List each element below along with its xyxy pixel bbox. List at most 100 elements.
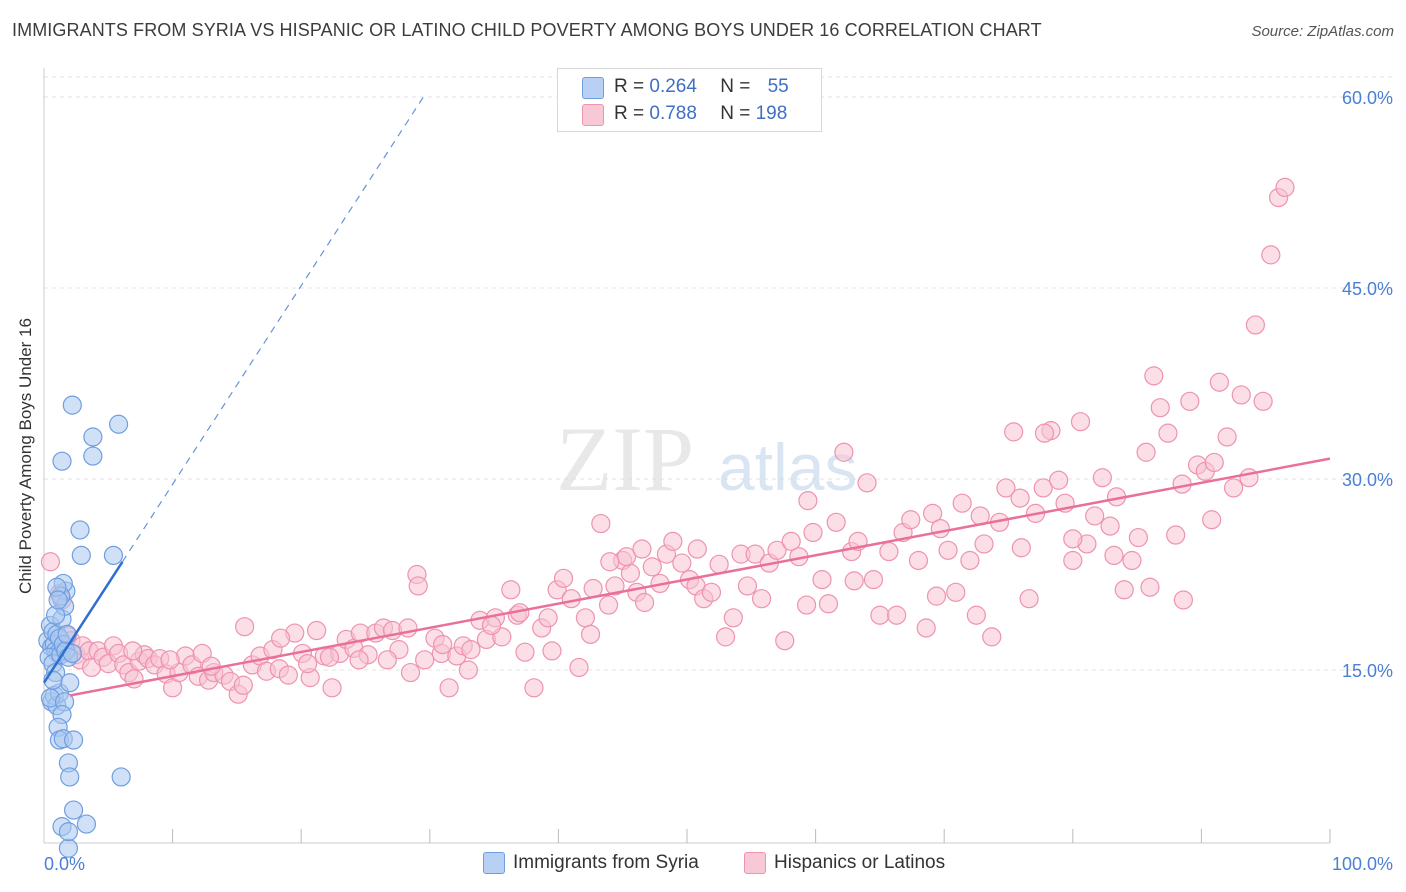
- data-point-hispanics: [1180, 391, 1200, 411]
- legend-r-label: R =: [614, 103, 650, 124]
- legend-swatch-pink: [744, 852, 766, 874]
- data-point-hispanics: [1063, 550, 1083, 571]
- data-point-hispanics: [1114, 580, 1134, 600]
- data-point-hispanics: [1085, 506, 1105, 526]
- data-point-hispanics: [1275, 177, 1295, 198]
- data-point-hispanics: [1049, 470, 1069, 490]
- legend-swatch-blue: [483, 852, 505, 874]
- watermark: ZIP atlas: [556, 408, 857, 510]
- data-point-hispanics: [745, 544, 765, 564]
- data-point-hispanics: [818, 594, 839, 614]
- data-point-hispanics: [600, 552, 620, 572]
- data-point-hispanics: [1070, 412, 1091, 432]
- data-point-hispanics: [863, 569, 884, 590]
- data-point-hispanics: [439, 678, 459, 698]
- data-point-hispanics: [632, 539, 652, 559]
- data-point-hispanics: [461, 640, 481, 660]
- data-point-syria: [71, 545, 91, 566]
- legend-n-value: 198: [755, 103, 788, 124]
- data-point-hispanics: [1104, 545, 1124, 566]
- tick-labels: 15.0% 30.0% 45.0% 60.0% 0.0% 100.0%: [44, 88, 1393, 874]
- data-point-hispanics: [233, 675, 253, 695]
- data-point-syria: [62, 395, 82, 415]
- data-point-syria: [83, 446, 103, 466]
- data-point-hispanics: [235, 617, 255, 637]
- data-point-hispanics: [952, 493, 972, 513]
- data-point-hispanics: [1010, 488, 1030, 508]
- data-point-hispanics: [415, 650, 435, 670]
- data-point-hispanics: [798, 491, 818, 511]
- data-point-hispanics: [538, 608, 558, 628]
- data-point-hispanics: [642, 557, 662, 577]
- data-point-hispanics: [1166, 525, 1186, 545]
- data-point-hispanics: [1128, 527, 1148, 548]
- data-point-hispanics: [751, 589, 772, 609]
- data-point-hispanics: [775, 631, 795, 651]
- data-point-syria: [60, 767, 80, 787]
- legend-swatch-pink: [582, 104, 604, 126]
- data-point-hispanics: [1217, 427, 1237, 447]
- data-point-syria: [63, 800, 84, 820]
- chart-title: IMMIGRANTS FROM SYRIA VS HISPANIC OR LAT…: [12, 20, 1042, 40]
- data-point-hispanics: [580, 624, 601, 644]
- data-point-hispanics: [1092, 468, 1112, 488]
- data-point-hispanics: [1011, 538, 1031, 558]
- data-point-hispanics: [1140, 577, 1160, 597]
- data-point-hispanics: [591, 513, 611, 534]
- data-point-hispanics: [322, 678, 342, 698]
- data-point-hispanics: [542, 641, 562, 661]
- data-point-hispanics: [834, 442, 854, 462]
- data-point-hispanics: [723, 608, 743, 628]
- data-point-hispanics: [1033, 478, 1053, 498]
- data-point-syria: [58, 822, 79, 842]
- data-point-hispanics: [1202, 510, 1222, 530]
- trendline-syria-extension: [121, 96, 424, 563]
- data-point-hispanics: [1223, 478, 1244, 498]
- data-point-hispanics: [687, 539, 707, 559]
- data-point-syria: [70, 520, 90, 540]
- data-point-syria: [63, 730, 84, 750]
- y-tick-label: 45.0%: [1342, 279, 1393, 299]
- legend-label-hispanics: Hispanics or Latinos: [774, 852, 946, 873]
- data-point-hispanics: [1209, 372, 1230, 392]
- data-point-hispanics: [307, 620, 327, 641]
- legend-r-value: 0.264: [649, 76, 697, 97]
- data-point-hispanics: [400, 662, 421, 683]
- data-point-hispanics: [515, 642, 535, 662]
- data-point-hispanics: [796, 595, 817, 615]
- data-point-hispanics: [960, 550, 980, 571]
- data-point-hispanics: [481, 615, 502, 636]
- data-point-hispanics: [1204, 452, 1224, 473]
- correlation-legend: R = 0.264 N = 55 R = 0.788 N = 198: [557, 68, 822, 132]
- data-point-hispanics: [569, 657, 589, 678]
- data-point-hispanics: [40, 552, 61, 572]
- data-point-hispanics: [767, 540, 787, 560]
- data-point-hispanics: [982, 627, 1002, 647]
- data-point-hispanics: [278, 665, 298, 685]
- axis-ticks: [172, 829, 1331, 843]
- trendline-syria: [42, 561, 124, 684]
- gridlines: [44, 76, 1392, 671]
- data-point-hispanics: [1144, 366, 1164, 386]
- data-point-syria: [108, 414, 129, 434]
- data-point-hispanics: [123, 641, 143, 661]
- watermark-atlas: atlas: [718, 430, 857, 504]
- y-axis-label: Child Poverty Among Boys Under 16: [16, 318, 35, 594]
- data-point-hispanics: [1100, 516, 1120, 536]
- data-point-hispanics: [879, 541, 899, 562]
- data-point-hispanics: [1261, 245, 1281, 265]
- legend-r-label: R =: [614, 76, 650, 97]
- data-point-hispanics: [916, 618, 936, 638]
- source-label: Source: ZipAtlas.com: [1251, 23, 1394, 40]
- data-point-hispanics: [1231, 385, 1251, 405]
- legend-r-value: 0.788: [649, 103, 697, 124]
- trendline-hispanics: [69, 457, 1331, 697]
- data-point-hispanics: [605, 576, 625, 596]
- data-point-hispanics: [598, 595, 619, 615]
- data-point-hispanics: [826, 512, 846, 532]
- legend-label-syria: Immigrants from Syria: [513, 852, 699, 873]
- data-point-syria: [52, 451, 72, 471]
- data-point-hispanics: [870, 605, 890, 625]
- legend-n-label: N =: [720, 76, 756, 97]
- data-point-hispanics: [377, 650, 397, 670]
